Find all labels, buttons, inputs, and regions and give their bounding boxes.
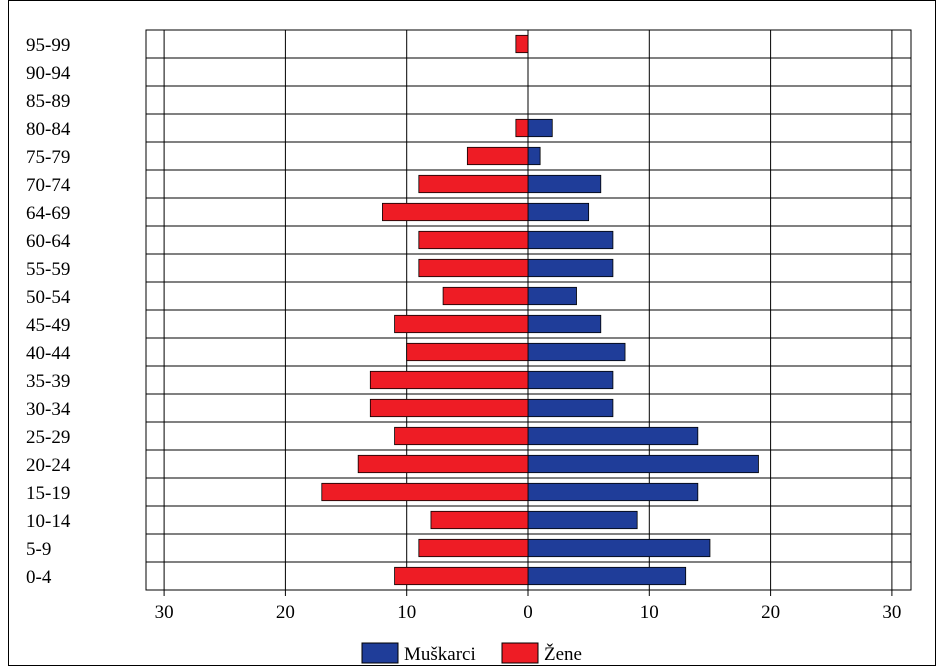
bar-zene-55-59	[418, 258, 529, 278]
plot-area-border	[145, 29, 912, 591]
age-label: 25-29	[26, 427, 70, 448]
x-tick-label: 20	[761, 602, 780, 623]
age-label: 45-49	[26, 315, 70, 336]
bars	[321, 34, 759, 586]
legend-swatch	[361, 642, 399, 664]
bar-muskarci-30-34	[527, 398, 614, 418]
bar-muskarci-75-79	[527, 146, 541, 166]
bar-muskarci-50-54	[527, 286, 577, 306]
bar-muskarci-40-44	[527, 342, 626, 362]
legend-label: Muškarci	[404, 644, 476, 665]
bar-zene-80-84	[515, 118, 529, 138]
bar-muskarci-20-24	[527, 454, 759, 474]
bar-muskarci-70-74	[527, 174, 602, 194]
age-label: 40-44	[26, 343, 71, 364]
x-tick-label: 10	[640, 602, 659, 623]
x-tick-label: 20	[276, 602, 295, 623]
legend-swatch	[501, 642, 539, 664]
x-tick-label: 0	[523, 602, 533, 623]
bar-zene-25-29	[394, 426, 529, 446]
age-label: 0-4	[26, 567, 52, 588]
bar-muskarci-60-64	[527, 230, 614, 250]
age-label: 70-74	[26, 175, 71, 196]
age-label: 10-14	[26, 511, 71, 532]
bar-zene-60-64	[418, 230, 529, 250]
age-label: 60-64	[26, 231, 71, 252]
bar-zene-70-74	[418, 174, 529, 194]
age-labels: 0-4 5-9 10-14 15-19 20-24 25-29 30-34 35-39 40-4…	[26, 35, 71, 588]
bar-muskarci-64-69	[527, 202, 590, 222]
x-axis-ticks: 30 20 10 0 10 20 30	[155, 590, 901, 623]
age-label: 30-34	[26, 399, 71, 420]
x-tick-label: 10	[397, 602, 416, 623]
bar-zene-64-69	[382, 202, 529, 222]
bar-zene-45-49	[394, 314, 529, 334]
bar-zene-95-99	[515, 34, 529, 54]
bar-muskarci-55-59	[527, 258, 614, 278]
bar-muskarci-15-19	[527, 482, 699, 502]
age-label: 80-84	[26, 119, 71, 140]
bar-zene-0-4	[394, 566, 529, 586]
bar-muskarci-80-84	[527, 118, 553, 138]
age-label: 85-89	[26, 91, 70, 112]
bar-zene-30-34	[369, 398, 529, 418]
age-label: 20-24	[26, 455, 71, 476]
legend: Muškarci Žene	[361, 642, 582, 665]
bar-muskarci-35-39	[527, 370, 614, 390]
age-label: 75-79	[26, 147, 70, 168]
age-label: 90-94	[26, 63, 71, 84]
bar-muskarci-0-4	[527, 566, 687, 586]
gridlines	[146, 29, 911, 591]
bar-zene-15-19	[321, 482, 529, 502]
age-label: 95-99	[26, 35, 70, 56]
x-tick-label: 30	[155, 602, 174, 623]
bar-muskarci-5-9	[527, 538, 711, 558]
legend-label: Žene	[544, 643, 582, 665]
bar-zene-20-24	[357, 454, 529, 474]
bar-muskarci-10-14	[527, 510, 638, 530]
age-label: 35-39	[26, 371, 70, 392]
bar-muskarci-25-29	[527, 426, 699, 446]
age-label: 50-54	[26, 287, 71, 308]
x-tick-label: 30	[882, 602, 901, 623]
age-label: 5-9	[26, 539, 51, 560]
age-label: 15-19	[26, 483, 70, 504]
bar-zene-50-54	[442, 286, 529, 306]
age-label: 55-59	[26, 259, 70, 280]
age-label: 64-69	[26, 203, 70, 224]
bar-muskarci-45-49	[527, 314, 602, 334]
bar-zene-10-14	[430, 510, 529, 530]
bar-zene-75-79	[466, 146, 529, 166]
bar-zene-35-39	[369, 370, 529, 390]
bar-zene-5-9	[418, 538, 529, 558]
bar-zene-40-44	[406, 342, 529, 362]
